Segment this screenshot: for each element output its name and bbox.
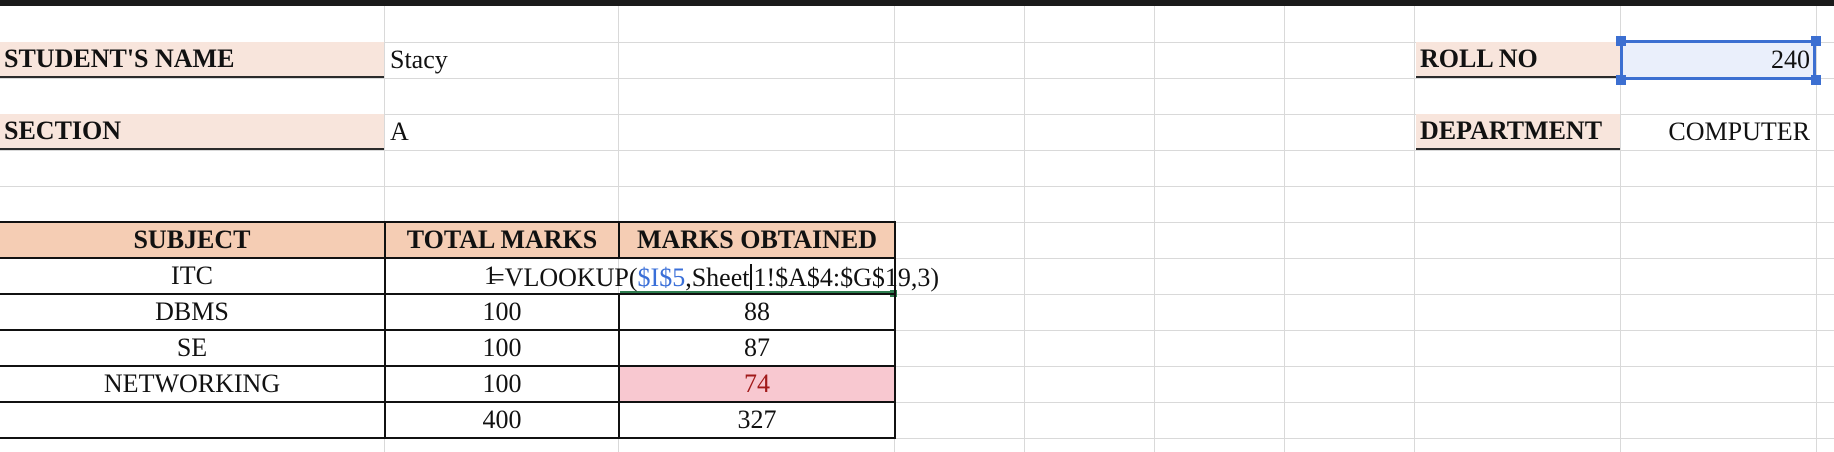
gridline (0, 150, 1834, 151)
selection-handle-top-left[interactable] (1616, 36, 1626, 46)
formula-prefix: =VLOOKUP( (490, 263, 638, 292)
department-label[interactable]: DEPARTMENT (1416, 114, 1620, 150)
spreadsheet-grid[interactable] (0, 6, 1834, 452)
gridline (1154, 6, 1155, 452)
row-networking-total[interactable]: 100 (482, 369, 522, 398)
gridline (1414, 6, 1415, 452)
gridline (0, 402, 1834, 403)
roll-no-label[interactable]: ROLL NO (1416, 42, 1620, 78)
student-name-label[interactable]: STUDENT'S NAME (0, 42, 384, 78)
row-dbms-total[interactable]: 100 (482, 297, 522, 326)
row-networking-subject[interactable]: NETWORKING (103, 369, 281, 398)
section-value[interactable]: A (390, 117, 409, 146)
row-se-total[interactable]: 100 (482, 333, 522, 362)
header-subject[interactable]: SUBJECT (0, 222, 384, 258)
selection-handle-top-right[interactable] (1811, 36, 1821, 46)
gridline (0, 222, 1834, 223)
section-label[interactable]: SECTION (0, 114, 384, 150)
selected-cell-roll-no[interactable] (1620, 40, 1816, 80)
gridline (0, 186, 1834, 187)
row-se-obtained[interactable]: 87 (744, 333, 770, 362)
student-name-value[interactable]: Stacy (390, 45, 448, 74)
gridline (1024, 6, 1025, 452)
row-itc-total-partial[interactable]: 1 (484, 261, 497, 290)
row-total-total[interactable]: 400 (482, 405, 522, 434)
table-border (618, 293, 620, 439)
gridline (1816, 6, 1817, 452)
row-networking-obtained[interactable]: 74 (620, 366, 894, 402)
header-total-marks[interactable]: TOTAL MARKS (386, 222, 618, 258)
row-se-subject[interactable]: SE (176, 333, 208, 362)
gridline (0, 258, 1834, 259)
formula-text[interactable]: =VLOOKUP($I$5,Sheet 1!$A$4:$G$19,3) (490, 264, 939, 291)
row-dbms-subject[interactable]: DBMS (155, 297, 229, 326)
selection-handle-bottom-right[interactable] (1811, 75, 1821, 85)
header-marks-obtained[interactable]: MARKS OBTAINED (620, 222, 894, 258)
table-border (0, 221, 896, 223)
sheet-top-border (0, 0, 1834, 6)
row-dbms-obtained[interactable]: 88 (744, 297, 770, 326)
formula-range-text: 1!$A$4:$G$19,3) (753, 263, 940, 292)
table-border (0, 329, 896, 331)
roll-no-value[interactable]: 240 (1771, 45, 1810, 74)
gridline (0, 438, 1834, 439)
row-total-obtained[interactable]: 327 (737, 405, 777, 434)
table-border (618, 221, 620, 259)
gridline (1620, 6, 1621, 452)
gridline (0, 294, 1834, 295)
table-border (384, 221, 386, 439)
gridline (0, 114, 1834, 115)
row-total-subject[interactable] (0, 402, 384, 438)
table-border (620, 293, 896, 295)
table-border (894, 221, 896, 439)
editing-cell-marks-obtained[interactable] (620, 256, 894, 294)
table-border (0, 437, 896, 439)
text-cursor (750, 264, 753, 290)
table-border (0, 293, 620, 295)
selection-handle-bottom-left[interactable] (1616, 75, 1626, 85)
row-itc-subject[interactable]: ITC (171, 261, 213, 290)
gridline (0, 330, 1834, 331)
table-border (0, 365, 896, 367)
formula-sheet-text: ,Sheet (685, 263, 750, 292)
gridline (0, 42, 1834, 43)
table-border (0, 257, 896, 259)
table-border (0, 401, 896, 403)
gridline (0, 366, 1834, 367)
formula-reference: $I$5 (637, 263, 686, 292)
department-value[interactable]: COMPUTER (1668, 117, 1810, 146)
gridline (0, 78, 1834, 79)
gridline (1284, 6, 1285, 452)
